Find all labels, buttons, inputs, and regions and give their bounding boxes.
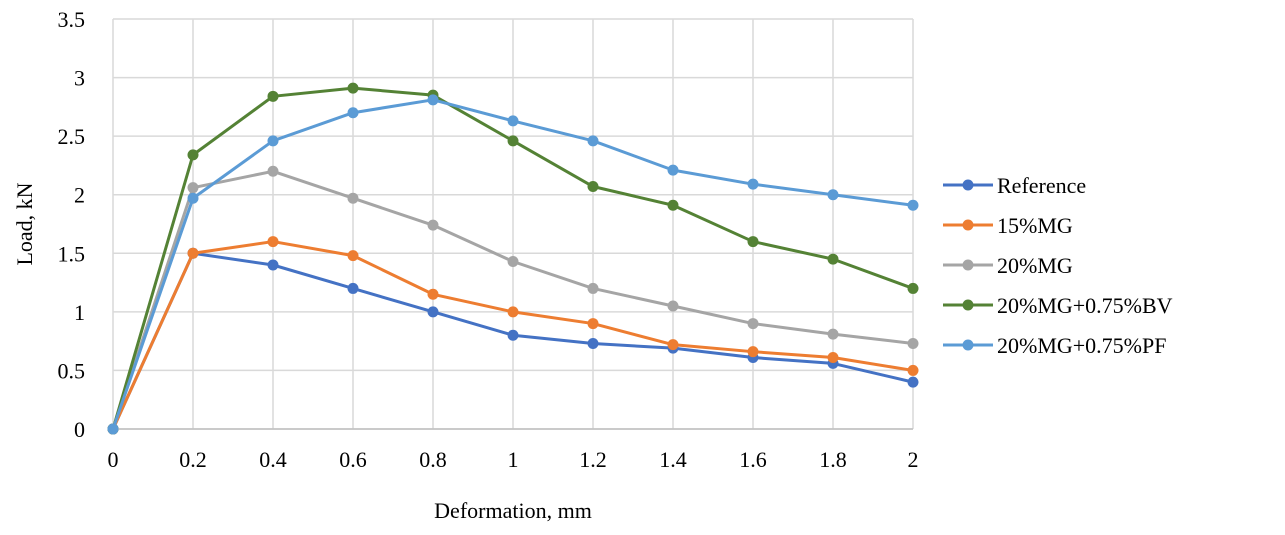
legend-label-2: 20%MG: [997, 253, 1073, 278]
y-axis-title: Load, kN: [12, 182, 37, 265]
data-point-4: [267, 135, 279, 147]
data-point-0: [907, 376, 919, 388]
x-tick-label: 1.8: [819, 447, 847, 472]
legend-marker-3: [962, 299, 974, 311]
data-point-1: [827, 352, 839, 364]
data-point-1: [907, 364, 919, 376]
x-tick-label: 1.4: [659, 447, 687, 472]
data-point-1: [667, 339, 679, 351]
data-point-0: [427, 306, 439, 318]
y-tick-label: 1: [74, 300, 85, 325]
data-point-2: [747, 318, 759, 330]
data-point-2: [587, 282, 599, 294]
data-point-3: [507, 135, 519, 147]
x-tick-label: 0.2: [179, 447, 207, 472]
legend-label-4: 20%MG+0.75%PF: [997, 333, 1166, 358]
data-point-4: [507, 115, 519, 127]
data-point-3: [587, 181, 599, 193]
data-point-2: [427, 219, 439, 231]
y-tick-label: 2: [74, 183, 85, 208]
data-point-4: [667, 164, 679, 176]
data-point-3: [347, 82, 359, 94]
x-tick-label: 0.6: [339, 447, 367, 472]
x-axis-title: Deformation, mm: [434, 498, 592, 523]
data-point-4: [747, 178, 759, 190]
y-tick-label: 0: [74, 417, 85, 442]
y-tick-label: 0.5: [58, 358, 86, 383]
data-point-1: [747, 346, 759, 358]
data-point-4: [427, 94, 439, 106]
y-tick-label: 3.5: [58, 7, 86, 32]
data-point-4: [907, 199, 919, 211]
x-tick-label: 0: [108, 447, 119, 472]
legend-marker-2: [962, 259, 974, 271]
data-point-0: [267, 259, 279, 271]
data-point-4: [347, 107, 359, 119]
data-point-2: [507, 255, 519, 267]
x-tick-label: 0.8: [419, 447, 447, 472]
x-tick-label: 1.6: [739, 447, 767, 472]
data-point-3: [827, 253, 839, 265]
data-point-0: [347, 282, 359, 294]
data-point-1: [507, 306, 519, 318]
data-point-4: [107, 423, 119, 435]
x-tick-label: 0.4: [259, 447, 287, 472]
data-point-3: [907, 282, 919, 294]
x-tick-label: 2: [908, 447, 919, 472]
legend-label-1: 15%MG: [997, 213, 1073, 238]
data-point-1: [427, 288, 439, 300]
y-tick-label: 1.5: [58, 241, 86, 266]
data-point-4: [827, 189, 839, 201]
x-tick-label: 1.2: [579, 447, 607, 472]
y-tick-label: 3: [74, 66, 85, 91]
legend-label-3: 20%MG+0.75%BV: [997, 293, 1173, 318]
data-point-2: [907, 337, 919, 349]
legend-marker-0: [962, 179, 974, 191]
data-point-3: [747, 236, 759, 248]
y-tick-label: 2.5: [58, 124, 86, 149]
legend-marker-1: [962, 219, 974, 231]
data-point-3: [187, 149, 199, 161]
data-point-2: [827, 328, 839, 340]
data-point-2: [667, 300, 679, 312]
data-point-1: [587, 318, 599, 330]
data-point-2: [347, 192, 359, 204]
data-point-1: [187, 247, 199, 259]
data-point-4: [587, 135, 599, 147]
data-point-4: [187, 192, 199, 204]
data-point-1: [347, 250, 359, 262]
data-point-0: [587, 337, 599, 349]
data-point-1: [267, 236, 279, 248]
x-tick-label: 1: [508, 447, 519, 472]
data-point-3: [267, 90, 279, 102]
legend-marker-4: [962, 339, 974, 351]
data-point-2: [267, 165, 279, 177]
legend-label-0: Reference: [997, 173, 1086, 198]
data-point-3: [667, 199, 679, 211]
data-point-2: [187, 182, 199, 194]
data-point-0: [507, 329, 519, 341]
